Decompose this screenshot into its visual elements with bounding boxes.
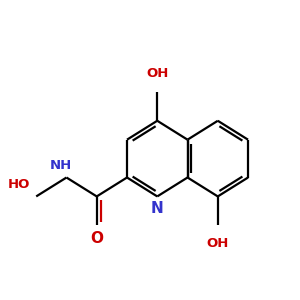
Text: N: N (151, 201, 164, 216)
Text: O: O (90, 231, 103, 246)
Text: OH: OH (207, 237, 229, 250)
Text: HO: HO (8, 178, 30, 191)
Text: NH: NH (50, 159, 72, 172)
Text: OH: OH (146, 67, 168, 80)
